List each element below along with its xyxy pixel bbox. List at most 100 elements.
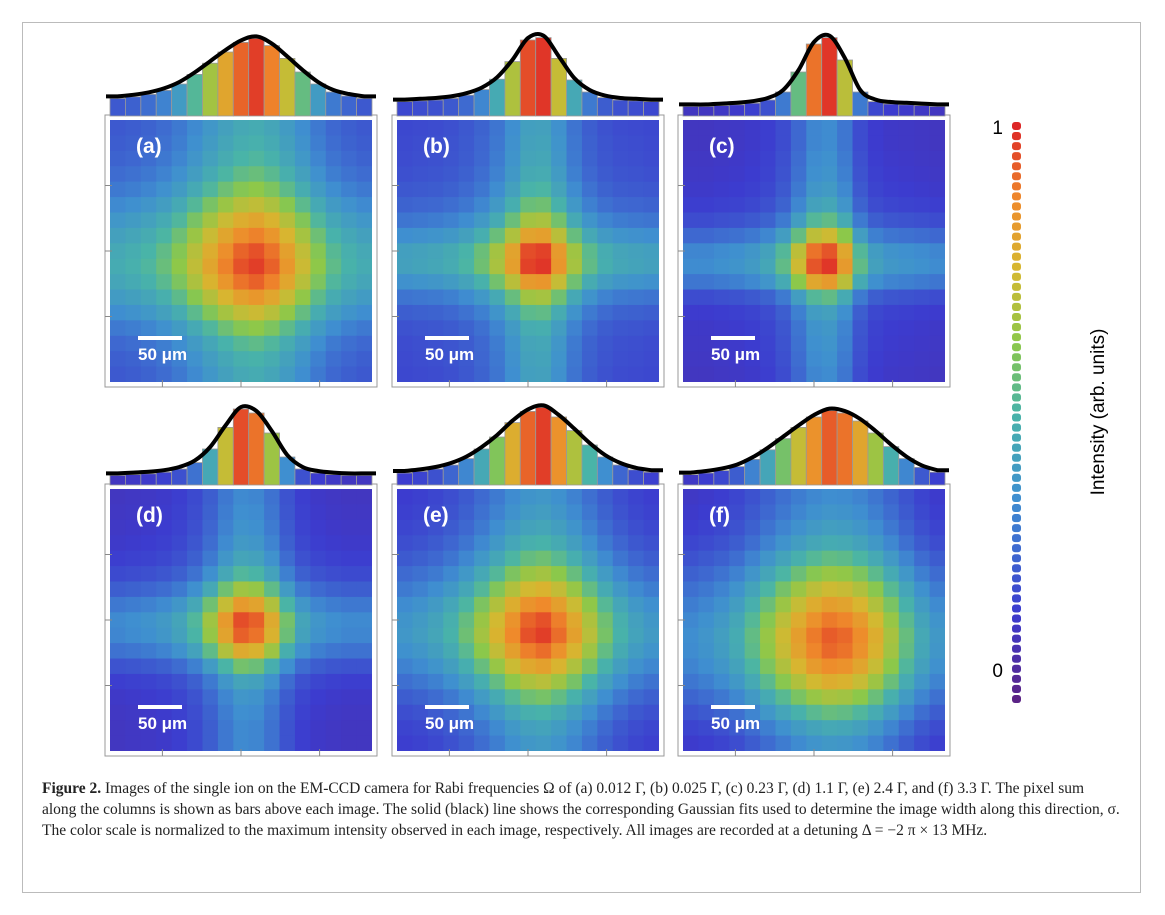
bar: [474, 90, 489, 116]
image-pixel: [745, 504, 761, 520]
image-pixel: [249, 736, 265, 752]
bar: [837, 413, 852, 485]
image-pixel: [187, 566, 203, 582]
image-pixel: [914, 520, 930, 536]
image-pixel: [760, 151, 776, 167]
image-pixel: [536, 367, 552, 383]
image-pixel: [264, 489, 280, 505]
image-pixel: [806, 597, 822, 613]
colorbar-segment: [1012, 363, 1021, 371]
image-pixel: [141, 120, 157, 136]
image-pixel: [110, 320, 126, 336]
image-pixel: [853, 135, 869, 151]
image-pixel: [582, 628, 598, 644]
image-pixel: [536, 736, 552, 752]
image-pixel: [187, 705, 203, 721]
image-pixel: [822, 228, 838, 244]
image-pixel: [930, 504, 946, 520]
image-pixel: [930, 659, 946, 675]
image-pixel: [791, 659, 807, 675]
image-pixel: [760, 120, 776, 136]
image-pixel: [459, 367, 475, 383]
image-pixel: [930, 566, 946, 582]
image-pixel: [837, 120, 853, 136]
bar: [357, 475, 372, 485]
image-pixel: [443, 489, 459, 505]
image-pixel: [489, 243, 505, 259]
image-pixel: [791, 551, 807, 567]
image-pixel: [474, 151, 490, 167]
image-pixel: [883, 736, 899, 752]
image-pixel: [326, 197, 342, 213]
image-pixel: [280, 228, 296, 244]
image-pixel: [397, 720, 413, 736]
image-pixel: [172, 504, 188, 520]
image-pixel: [326, 120, 342, 136]
image-pixel: [474, 674, 490, 690]
image-pixel: [125, 274, 141, 290]
image-pixel: [341, 305, 357, 321]
image-pixel: [837, 151, 853, 167]
image-pixel: [295, 197, 311, 213]
image-pixel: [644, 612, 660, 628]
image-pixel: [295, 320, 311, 336]
bar: [110, 475, 125, 485]
image-pixel: [233, 135, 249, 151]
image-pixel: [520, 212, 536, 228]
image-pixel: [628, 705, 644, 721]
image-pixel: [310, 489, 326, 505]
image-pixel: [218, 628, 234, 644]
image-pixel: [551, 551, 567, 567]
image-pixel: [412, 489, 428, 505]
image-pixel: [326, 674, 342, 690]
image-pixel: [357, 274, 373, 290]
image-pixel: [249, 674, 265, 690]
image-pixel: [326, 612, 342, 628]
image-pixel: [172, 612, 188, 628]
image-pixel: [883, 612, 899, 628]
colorbar-segment: [1012, 534, 1021, 542]
image-pixel: [597, 489, 613, 505]
image-pixel: [683, 336, 699, 352]
image-pixel: [264, 720, 280, 736]
colorbar-segment: [1012, 333, 1021, 341]
colorbar-segment: [1012, 454, 1021, 462]
image-pixel: [474, 659, 490, 675]
image-pixel: [489, 120, 505, 136]
bar: [868, 102, 883, 116]
image-pixel: [397, 489, 413, 505]
image-pixel: [628, 259, 644, 275]
image-pixel: [597, 274, 613, 290]
panel-label: (c): [709, 135, 735, 158]
image-pixel: [613, 367, 629, 383]
bar: [551, 417, 566, 485]
image-pixel: [187, 674, 203, 690]
image-pixel: [899, 367, 915, 383]
image-pixel: [567, 274, 583, 290]
image-pixel: [202, 659, 218, 675]
image-pixel: [187, 212, 203, 228]
image-pixel: [536, 659, 552, 675]
image-pixel: [357, 520, 373, 536]
image-pixel: [141, 228, 157, 244]
image-pixel: [233, 720, 249, 736]
image-pixel: [218, 243, 234, 259]
image-pixel: [714, 197, 730, 213]
image-pixel: [202, 228, 218, 244]
image-pixel: [551, 367, 567, 383]
image-pixel: [868, 689, 884, 705]
image-pixel: [264, 643, 280, 659]
image-pixel: [644, 290, 660, 306]
image-pixel: [536, 351, 552, 367]
image-pixel: [474, 736, 490, 752]
image-pixel: [489, 659, 505, 675]
bar: [822, 38, 837, 116]
image-pixel: [567, 336, 583, 352]
image-pixel: [806, 182, 822, 198]
colorbar-segment: [1012, 635, 1021, 643]
image-pixel: [459, 535, 475, 551]
bar: [505, 423, 520, 485]
image-pixel: [597, 151, 613, 167]
image-pixel: [310, 212, 326, 228]
image-pixel: [474, 628, 490, 644]
